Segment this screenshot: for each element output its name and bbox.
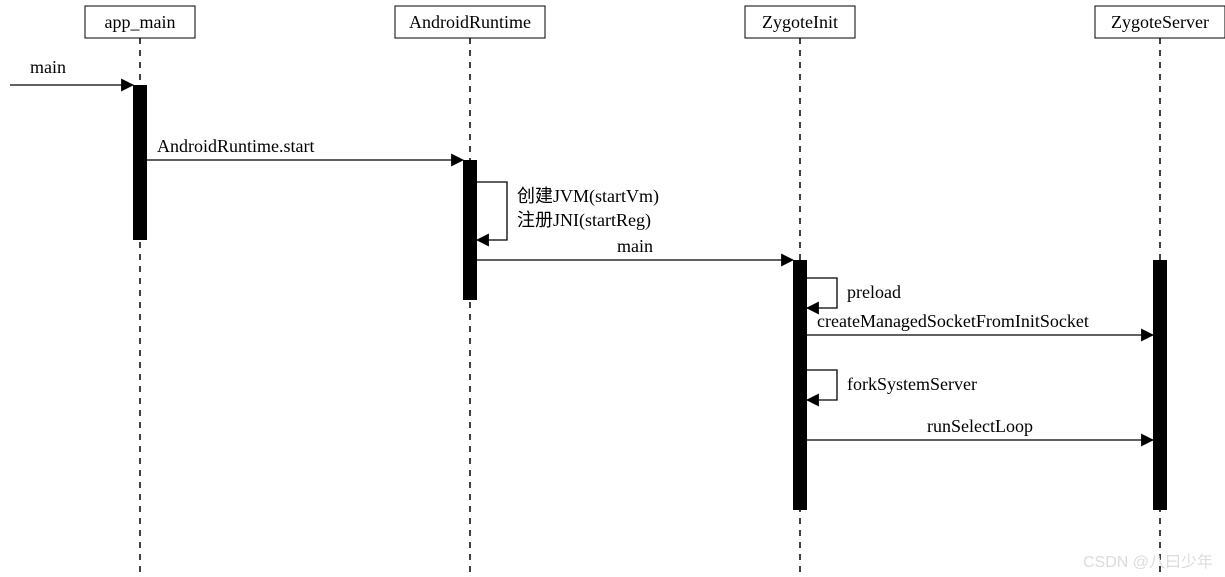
message-label: forkSystemServer <box>847 374 977 394</box>
activation-ZygoteServer <box>1153 260 1167 510</box>
watermark: CSDN @八曰少年 <box>1083 553 1213 571</box>
message-label: main <box>617 236 653 256</box>
activation-AndroidRuntime <box>463 160 477 300</box>
message-label: runSelectLoop <box>927 416 1033 436</box>
participant-label: AndroidRuntime <box>409 12 531 32</box>
activation-app_main <box>133 85 147 240</box>
participant-label: ZygoteInit <box>762 12 838 32</box>
self-message <box>477 182 507 240</box>
message-label: preload <box>847 282 901 302</box>
participant-label: ZygoteServer <box>1111 12 1209 32</box>
message-label: 注册JNI(startReg) <box>517 210 651 231</box>
message-label: createManagedSocketFromInitSocket <box>817 311 1089 331</box>
participant-label: app_main <box>105 12 176 32</box>
message-label: 创建JVM(startVm) <box>517 186 659 207</box>
activation-ZygoteInit <box>793 260 807 510</box>
self-message <box>807 370 837 400</box>
message-label: AndroidRuntime.start <box>157 136 314 156</box>
self-message <box>807 278 837 308</box>
message-label: main <box>30 57 66 77</box>
